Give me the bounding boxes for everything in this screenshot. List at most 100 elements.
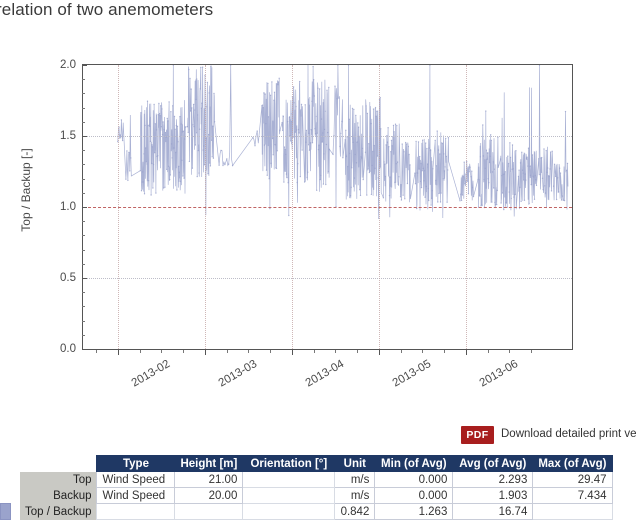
x-tick-label: 2013-02 (129, 358, 173, 390)
column-header[interactable]: Unit (334, 455, 376, 472)
x-tick-minor (422, 350, 424, 353)
table-cell: 20.00 (174, 487, 244, 504)
table-cell (174, 503, 244, 520)
x-tick-minor (313, 350, 315, 353)
x-tick-label: 2013-06 (477, 358, 521, 390)
y-tick-label: 1.0 (60, 201, 76, 213)
y-tick-minor (82, 263, 85, 265)
table-body: Top Wind Speed 21.00 m/s 0.000 2.293 29.47 Back… (20, 471, 613, 520)
table-cell (242, 503, 336, 520)
table-cell: 7.434 (532, 487, 613, 504)
y-tick-label: 0.0 (60, 343, 76, 355)
anemometer-summary-table: Type Height [m] Orientation [°] Unit Min (of… (20, 455, 613, 520)
table-cell (242, 471, 336, 488)
download-row: PDF Download detailed print version (0, 424, 636, 450)
row-header: Backup (20, 487, 97, 504)
x-tick-minor (400, 350, 402, 353)
x-tick-minor (226, 350, 228, 353)
column-header[interactable]: Avg (of Avg) (452, 455, 534, 472)
table-cell: 21.00 (174, 471, 244, 488)
y-tick-minor (82, 306, 85, 308)
y-tick-minor (82, 150, 85, 152)
reference-line-ratio-one (83, 207, 572, 208)
table-corner-cell (20, 456, 97, 472)
x-tick-label: 2013-03 (216, 358, 260, 390)
y-tick-label: 1.5 (60, 130, 76, 142)
plot-frame (82, 64, 573, 350)
pdf-download-caption[interactable]: Download detailed print version (501, 428, 636, 440)
y-tick-mark (82, 136, 87, 137)
page-title: relation of two anemometers (0, 0, 214, 19)
x-tick-mark (465, 350, 467, 355)
y-tick-minor (82, 192, 85, 194)
y-tick-mark (82, 65, 87, 66)
x-tick-minor (509, 350, 511, 353)
horizontal-gridline (83, 278, 572, 279)
y-tick-minor (82, 164, 85, 166)
y-tick-minor (82, 320, 85, 322)
x-tick-minor (248, 350, 250, 353)
legend-swatch-top-backup (0, 503, 11, 520)
x-tick-mark (291, 350, 293, 355)
x-tick-minor (357, 350, 359, 353)
y-tick-mark (82, 349, 87, 350)
vertical-gridline (117, 65, 119, 349)
x-tick-mark (204, 350, 206, 355)
table-cell (532, 503, 613, 520)
y-tick-minor (82, 334, 85, 336)
column-header[interactable]: Max (of Avg) (532, 455, 613, 472)
table-row: Top / Backup 0.842 1.263 16.74 (20, 503, 613, 520)
table-cell: 29.47 (532, 471, 613, 488)
column-header[interactable]: Type (96, 455, 176, 472)
y-tick-minor (82, 249, 85, 251)
column-header[interactable]: Height [m] (174, 455, 244, 472)
x-tick-minor (335, 350, 337, 353)
row-header: Top (20, 471, 97, 488)
table-cell (242, 487, 336, 504)
column-header[interactable]: Min (of Avg) (374, 455, 454, 472)
y-tick-minor (82, 121, 85, 123)
x-tick-minor (161, 350, 163, 353)
table-cell: 1.263 (374, 503, 454, 520)
x-tick-minor (96, 350, 98, 353)
vertical-gridline (378, 65, 380, 349)
y-tick-minor (82, 79, 85, 81)
y-tick-label: 2.0 (60, 59, 76, 71)
table-cell: m/s (334, 487, 376, 504)
x-tick-minor (444, 350, 446, 353)
table-cell: 0.000 (374, 487, 454, 504)
table-cell: 1.903 (452, 487, 534, 504)
table-cell: 16.74 (452, 503, 534, 520)
data-series-top-backup (117, 65, 569, 220)
y-tick-mark (82, 278, 87, 279)
x-tick-label: 2013-04 (303, 358, 347, 390)
x-tick-minor (139, 350, 141, 353)
row-header: Top / Backup (20, 503, 97, 520)
series-line (117, 65, 569, 219)
table-row: Backup Wind Speed 20.00 m/s 0.000 1.903 7.434 (20, 487, 613, 504)
y-tick-minor (82, 235, 85, 237)
x-tick-label: 2013-05 (390, 358, 434, 390)
y-tick-minor (82, 93, 85, 95)
table-cell: Wind Speed (96, 471, 176, 488)
y-axis-label: Top / Backup [-] (19, 148, 33, 232)
horizontal-gridline (83, 136, 572, 137)
x-tick-minor (270, 350, 272, 353)
vertical-gridline (291, 65, 293, 349)
y-tick-minor (82, 107, 85, 109)
pdf-download-button[interactable]: PDF (461, 426, 494, 444)
y-axis-ticks: 0.0 0.5 1.0 1.5 2.0 (32, 59, 76, 355)
vertical-gridline (465, 65, 467, 349)
table-header-row: Type Height [m] Orientation [°] Unit Min (of… (20, 455, 613, 472)
y-tick-mark (82, 207, 87, 208)
y-tick-label: 0.5 (60, 272, 76, 284)
x-tick-minor (531, 350, 533, 353)
table-row: Top Wind Speed 21.00 m/s 0.000 2.293 29.47 (20, 471, 613, 488)
x-tick-minor (183, 350, 185, 353)
table-cell: 0.000 (374, 471, 454, 488)
y-tick-minor (82, 178, 85, 180)
table-cell: m/s (334, 471, 376, 488)
x-tick-minor (487, 350, 489, 353)
table-cell (96, 503, 176, 520)
column-header[interactable]: Orientation [°] (242, 455, 336, 472)
